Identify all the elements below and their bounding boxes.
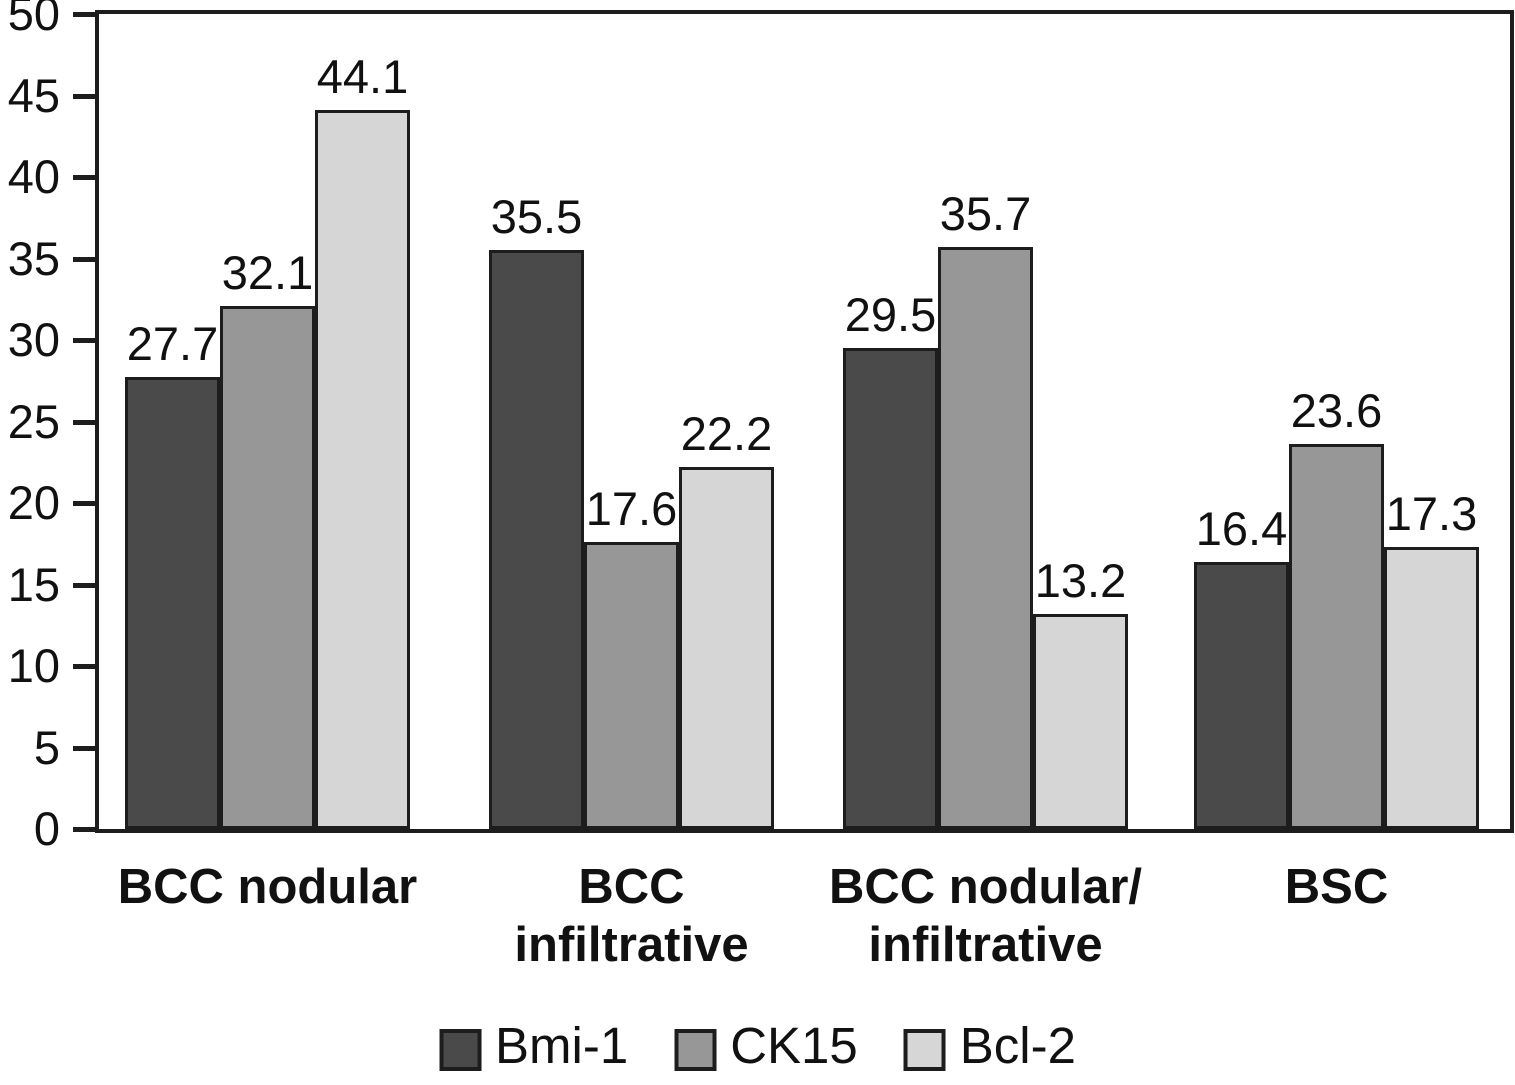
- bar-bmi-1: [489, 250, 584, 829]
- y-tick-label: 5: [33, 721, 60, 774]
- bar-bcl-2: [679, 467, 774, 829]
- bar-ck15: [220, 306, 315, 829]
- bar-value-label: 13.2: [1034, 554, 1127, 607]
- bar-bmi-1: [1194, 562, 1289, 829]
- y-tick-mark: [73, 827, 97, 832]
- bar-value-label: 17.6: [585, 482, 678, 535]
- bar-ck15: [1289, 444, 1384, 829]
- legend-label: Bmi-1: [495, 1017, 629, 1074]
- legend-item-ck15: CK15: [674, 1018, 858, 1074]
- bar-bcl-2: [1384, 547, 1479, 829]
- x-category-label-line: infiltrative: [868, 918, 1103, 972]
- bar-value-label: 44.1: [316, 50, 409, 103]
- legend-item-bcl-2: Bcl-2: [903, 1017, 1076, 1074]
- bar-bcl-2: [1033, 614, 1128, 829]
- bar-ck15: [584, 542, 679, 829]
- plot-area: 27.7 32.1 44.1 35.5 17.6 22.2 29.5 35.7 13.2 16.4…: [95, 10, 1514, 833]
- y-tick-label: 50: [7, 0, 60, 40]
- bar-value-label: 35.7: [939, 187, 1032, 240]
- x-category-label-line: infiltrative: [514, 918, 749, 972]
- x-category-label-line: BCC nodular: [117, 860, 418, 914]
- y-tick-label: 10: [7, 639, 60, 692]
- y-tick-mark: [73, 664, 97, 669]
- bar-ck15: [938, 247, 1033, 829]
- bar-value-label: 16.4: [1195, 502, 1288, 555]
- bar-value-label: 27.7: [126, 317, 219, 370]
- y-tick-mark: [73, 746, 97, 751]
- y-tick-mark: [73, 175, 97, 180]
- y-tick-mark: [73, 338, 97, 343]
- y-tick-label: 35: [7, 232, 60, 285]
- y-tick-mark: [73, 583, 97, 588]
- y-tick-mark: [73, 12, 97, 17]
- legend-label: Bcl-2: [959, 1017, 1076, 1074]
- x-category-label: BCC nodular/infiltrative: [829, 858, 1142, 974]
- y-tick-label: 0: [33, 802, 60, 855]
- bar-value-label: 23.6: [1290, 384, 1383, 437]
- bar-value-label: 22.2: [680, 407, 773, 460]
- x-category-label: BCC infiltrative: [514, 858, 748, 974]
- legend-label: CK15: [730, 1017, 858, 1074]
- x-category-label: BSC: [1285, 858, 1388, 916]
- legend: Bmi-1 CK15 Bcl-2: [439, 1018, 1076, 1074]
- y-tick-label: 20: [7, 476, 60, 529]
- bar-bcl-2: [315, 110, 410, 829]
- x-category-label-line: BCC: [578, 860, 685, 914]
- bar-value-label: 32.1: [221, 246, 314, 299]
- y-tick-label: 25: [7, 395, 60, 448]
- y-tick-label: 45: [7, 69, 60, 122]
- legend-item-bmi-1: Bmi-1: [439, 1018, 628, 1074]
- bar-value-label: 17.3: [1385, 487, 1478, 540]
- y-tick-mark: [73, 501, 97, 506]
- legend-swatch-icon: [674, 1029, 717, 1071]
- bar-group: 16.4 23.6 17.3: [1194, 14, 1479, 829]
- bar-group: 29.5 35.7 13.2: [843, 14, 1128, 829]
- y-tick-mark: [73, 94, 97, 99]
- bar-value-label: 35.5: [490, 190, 583, 243]
- x-category-label-line: BSC: [1284, 860, 1389, 914]
- legend-swatch-icon: [903, 1029, 946, 1071]
- y-tick-mark: [73, 257, 97, 262]
- bar-group: 27.7 32.1 44.1: [125, 14, 410, 829]
- bar-value-label: 29.5: [844, 288, 937, 341]
- x-category-label-line: BCC nodular/: [828, 860, 1143, 914]
- legend-swatch-icon: [439, 1029, 482, 1071]
- bar-group: 35.5 17.6 22.2: [489, 14, 774, 829]
- y-tick-label: 30: [7, 313, 60, 366]
- y-tick-label: 15: [7, 558, 60, 611]
- y-tick-mark: [73, 420, 97, 425]
- bar-bmi-1: [843, 348, 938, 829]
- bar-bmi-1: [125, 377, 220, 829]
- y-tick-label: 40: [7, 150, 60, 203]
- x-category-label: BCC nodular: [118, 858, 417, 916]
